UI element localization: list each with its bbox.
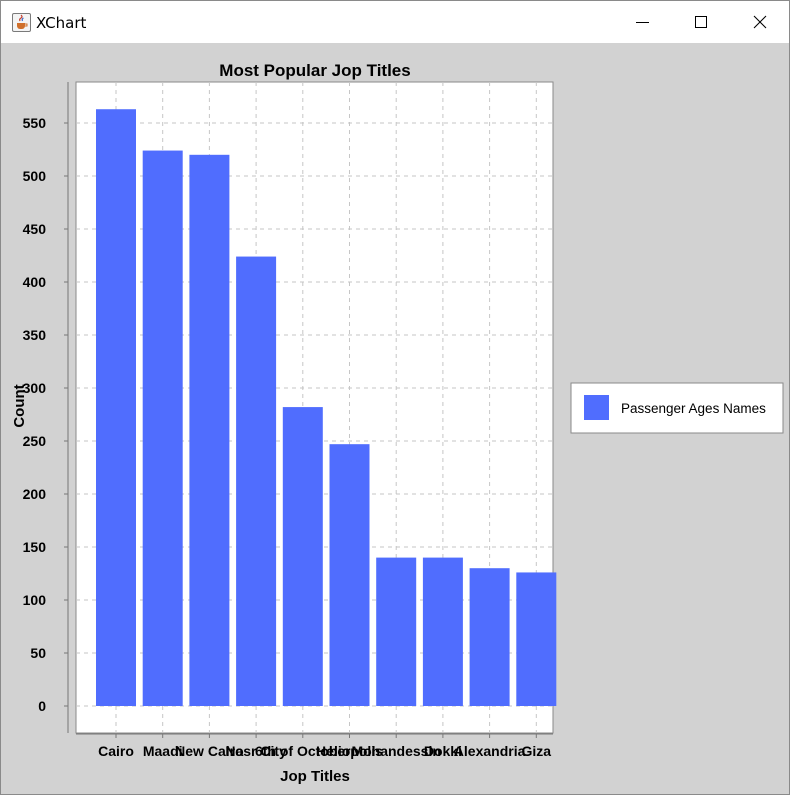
title-bar[interactable]: XChart bbox=[1, 1, 789, 43]
legend: Passenger Ages Names bbox=[570, 382, 784, 434]
x-tick-label: Nasr City bbox=[225, 743, 287, 759]
bar-dokki[interactable] bbox=[422, 557, 463, 706]
bar-mohandessin[interactable] bbox=[376, 557, 417, 706]
close-button[interactable] bbox=[731, 1, 789, 43]
y-tick-label: 300 bbox=[23, 380, 47, 396]
x-tick-label: Giza bbox=[522, 743, 552, 759]
x-tick-label: Alexandria bbox=[454, 743, 526, 759]
window-title: XChart bbox=[36, 14, 87, 32]
y-axis-label: Count bbox=[11, 384, 28, 427]
y-tick-label: 500 bbox=[23, 168, 47, 184]
bar-6th-of-october[interactable] bbox=[282, 407, 323, 706]
chart-area: Most Popular Jop Titles Count Jop Titles… bbox=[1, 43, 789, 794]
maximize-button[interactable] bbox=[672, 1, 730, 43]
x-axis-label: Jop Titles bbox=[280, 768, 350, 785]
bar-maadi[interactable] bbox=[142, 150, 183, 706]
y-tick-label: 400 bbox=[23, 274, 47, 290]
y-tick-label: 100 bbox=[23, 592, 47, 608]
legend-swatch bbox=[584, 395, 609, 420]
y-tick-label: 150 bbox=[23, 539, 47, 555]
legend-label: Passenger Ages Names bbox=[621, 401, 766, 416]
minimize-button[interactable] bbox=[613, 1, 671, 43]
java-cup-icon bbox=[12, 13, 31, 32]
y-tick-label: 350 bbox=[23, 327, 47, 343]
y-tick-label: 250 bbox=[23, 433, 47, 449]
bar-chart: Most Popular Jop Titles Count Jop Titles… bbox=[11, 61, 784, 785]
x-tick-label: Heliopolis bbox=[316, 743, 383, 759]
y-tick-label: 200 bbox=[23, 486, 47, 502]
y-tick-label: 0 bbox=[38, 698, 46, 714]
x-tick-label: 6th of October bbox=[255, 743, 351, 759]
x-tick-label: Maadi bbox=[143, 743, 183, 759]
x-tick-label: Mohandessin bbox=[351, 743, 440, 759]
chart-title: Most Popular Jop Titles bbox=[219, 61, 410, 80]
maximize-icon bbox=[695, 16, 707, 28]
x-tick-label: New Cairo bbox=[175, 743, 243, 759]
y-tick-label: 550 bbox=[23, 115, 47, 131]
y-tick-label: 50 bbox=[30, 645, 46, 661]
bar-new-cairo[interactable] bbox=[189, 154, 230, 707]
minimize-icon bbox=[636, 22, 649, 23]
bar-nasr-city[interactable] bbox=[236, 256, 277, 706]
bar-cairo[interactable] bbox=[96, 109, 136, 707]
x-tick-label: Dokki bbox=[424, 743, 462, 759]
bar-heliopolis[interactable] bbox=[329, 444, 370, 706]
x-tick-label: Cairo bbox=[98, 743, 134, 759]
bar-alexandria[interactable] bbox=[469, 568, 510, 706]
close-icon bbox=[753, 15, 767, 29]
y-tick-label: 450 bbox=[23, 221, 47, 237]
bar-giza[interactable] bbox=[516, 572, 557, 706]
